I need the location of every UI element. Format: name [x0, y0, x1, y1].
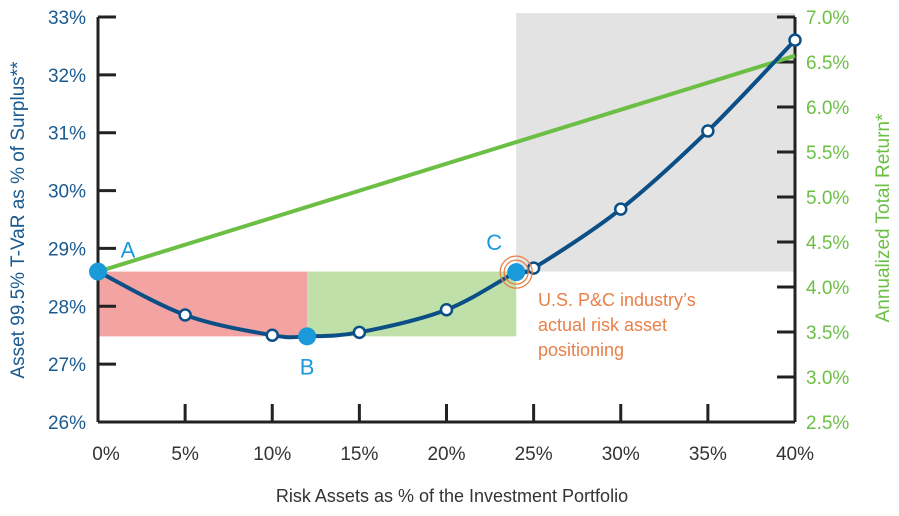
right-tick-label: 5.0% [806, 188, 849, 209]
right-tick-label: 3.5% [806, 323, 849, 344]
highlight-ring [499, 255, 533, 289]
highlight-ring [503, 259, 529, 285]
key-point-a [89, 262, 107, 281]
x-tick-label: 5% [171, 444, 199, 465]
annotation-line: actual risk asset [538, 315, 667, 335]
x-tick-label: 0% [92, 444, 120, 465]
shaded-region [516, 13, 795, 272]
right-tick-label: 6.0% [806, 98, 849, 119]
x-tick-label: 30% [602, 444, 640, 465]
key-point-label-a: A [121, 238, 136, 263]
tvar-curve [97, 38, 797, 340]
x-tick-label: 10% [253, 444, 291, 465]
right-tick-label: 3.0% [806, 368, 849, 389]
open-marker [265, 328, 279, 342]
left-tick-label: 29% [48, 239, 86, 260]
left-tick-label: 32% [48, 66, 86, 87]
x-tick-label: 20% [427, 444, 465, 465]
x-tick-label: 15% [340, 444, 378, 465]
x-tick-label: 25% [515, 444, 553, 465]
shaded-region [307, 271, 517, 337]
left-tick-label: 31% [48, 124, 86, 145]
left-tick-label: 33% [48, 8, 86, 29]
open-marker [439, 303, 454, 317]
right-tick-label: 5.5% [806, 143, 849, 164]
open-marker [178, 308, 192, 322]
key-point-label-c: C [486, 230, 502, 255]
return-line [97, 53, 796, 274]
key-point-label-b: B [300, 354, 315, 379]
right-axis-title: Annualized Total Return* [873, 113, 894, 322]
open-marker [788, 33, 802, 47]
left-tick-label: 30% [48, 182, 86, 203]
x-tick-label: 40% [776, 444, 814, 465]
annotation-line: U.S. P&C industry’s [538, 290, 696, 310]
left-tick-label: 28% [48, 297, 86, 318]
annotation-line: positioning [538, 340, 624, 360]
open-marker [701, 124, 715, 138]
open-marker [352, 325, 367, 340]
left-axis-title: Asset 99.5% T-VaR as % of Surplus** [8, 61, 29, 379]
right-tick-label: 6.5% [806, 53, 849, 74]
left-tick-label: 26% [48, 413, 86, 434]
x-axis-title: Risk Assets as % of the Investment Portf… [276, 486, 628, 506]
right-tick-label: 7.0% [806, 8, 849, 29]
x-tick-label: 35% [689, 444, 727, 465]
right-tick-label: 4.5% [806, 233, 849, 254]
shaded-region [98, 271, 308, 337]
left-tick-label: 27% [48, 355, 86, 376]
right-tick-label: 4.0% [806, 278, 849, 299]
key-point-c [507, 263, 526, 282]
open-marker [614, 202, 628, 216]
key-point-b [298, 327, 317, 346]
right-tick-label: 2.5% [806, 413, 849, 434]
